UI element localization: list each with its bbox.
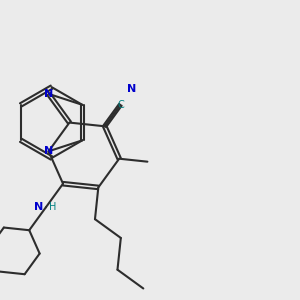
Text: N: N	[34, 202, 44, 212]
Text: N: N	[44, 89, 53, 99]
Text: N: N	[127, 84, 136, 94]
Text: H: H	[49, 202, 57, 212]
Text: N: N	[44, 146, 53, 156]
Text: C: C	[117, 100, 124, 110]
